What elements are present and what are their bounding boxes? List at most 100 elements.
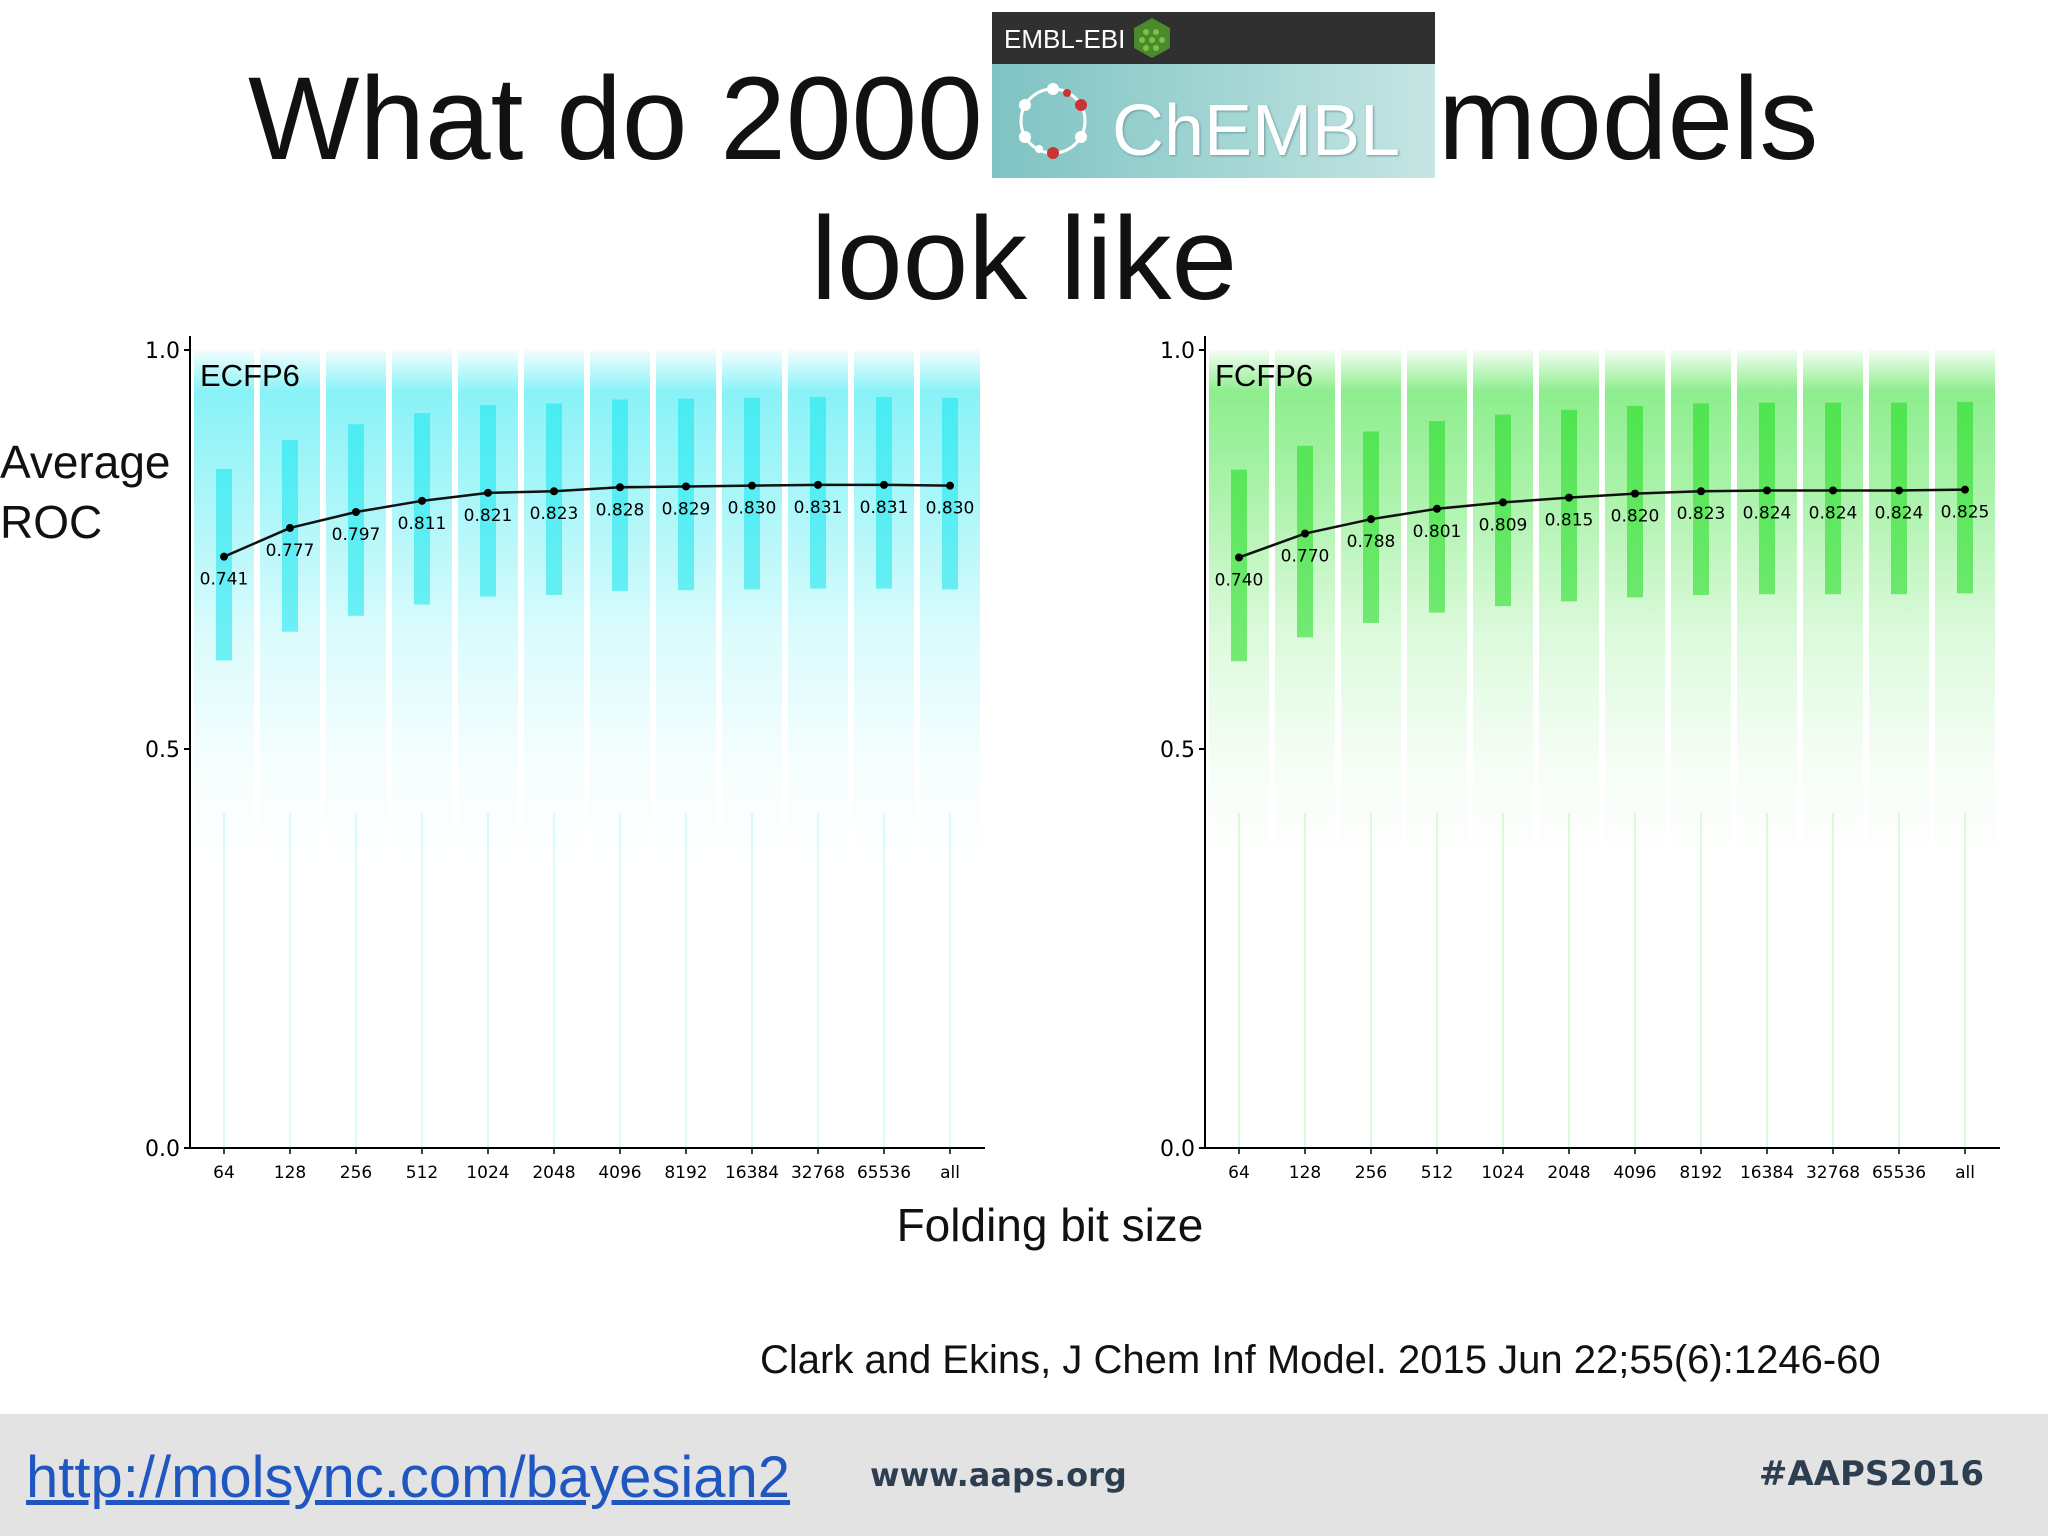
chart-fcfp6: 0.0 0.5 1.0 64 128 256 512 1024 2048 4096 8192 1638…: [1160, 336, 2000, 1183]
series-line: [223, 483, 951, 558]
x-axis-label: Folding bit size: [896, 1199, 1204, 1251]
x-tick-label: 512: [1421, 1163, 1453, 1183]
data-point: [286, 523, 294, 532]
footer-link[interactable]: http://molsync.com/bayesian2: [26, 1445, 791, 1510]
x-tick-label: 2048: [532, 1163, 575, 1183]
data-label: 0.831: [794, 498, 843, 518]
chembl-ring-icon: [1019, 83, 1087, 159]
data-label: 0.825: [1941, 503, 1990, 523]
data-point: [550, 487, 558, 496]
data-label: 0.824: [1743, 503, 1792, 523]
x-tick-label: 16384: [1740, 1163, 1794, 1183]
x-tick-label: 2048: [1547, 1163, 1590, 1183]
iqr-box: [1891, 402, 1907, 595]
chart-title: ECFP6: [200, 358, 300, 393]
footer-bar: http://molsync.com/bayesian2 www.aaps.or…: [0, 1414, 2048, 1536]
data-label: 0.740: [1215, 570, 1264, 590]
data-label: 0.741: [200, 570, 249, 590]
x-tick-label: 64: [213, 1163, 235, 1183]
data-point: [352, 507, 360, 516]
x-tick-label: 1024: [1481, 1163, 1524, 1183]
data-point: [682, 482, 690, 491]
iqr-box: [1627, 405, 1643, 598]
data-point: [1895, 486, 1903, 495]
data-point: [1301, 529, 1309, 538]
logo-body: ChEMBL: [992, 64, 1435, 178]
iqr-box: [1495, 414, 1511, 607]
x-tick-label: 32768: [1806, 1163, 1860, 1183]
iqr-box: [1429, 421, 1445, 613]
iqr-box: [1759, 402, 1775, 595]
data-label: 0.828: [596, 500, 645, 520]
iqr-box: [744, 397, 760, 590]
iqr-box: [1957, 401, 1973, 594]
iqr-box: [810, 397, 826, 589]
logo-bar-text: EMBL-EBI: [1004, 24, 1126, 54]
data-label: 0.777: [266, 541, 315, 561]
footer-site: www.aaps.org: [870, 1456, 1127, 1494]
iqr-box: [876, 397, 892, 589]
data-point: [1961, 485, 1969, 494]
title-line-2: look like: [810, 193, 1238, 325]
data-label: 0.809: [1479, 515, 1528, 535]
iqr-box: [1693, 403, 1709, 595]
x-tick-label: 65536: [857, 1163, 911, 1183]
iqr-box: [480, 405, 496, 597]
footer-hashtag: #AAPS2016: [1758, 1454, 1984, 1494]
iqr-box: [414, 413, 430, 605]
x-tick-label: 4096: [1613, 1163, 1656, 1183]
data-point: [814, 480, 822, 489]
data-point: [1235, 553, 1243, 562]
data-label: 0.830: [926, 499, 975, 519]
logo-bar: EMBL-EBI: [992, 12, 1435, 64]
iqr-box: [1561, 409, 1577, 602]
data-point: [748, 481, 756, 490]
y-tick-label: 0.0: [1160, 1137, 1195, 1162]
iqr-box: [612, 399, 628, 591]
data-point: [1499, 498, 1507, 507]
data-label: 0.831: [860, 498, 909, 518]
data-label: 0.811: [398, 514, 447, 534]
x-tick-label: 65536: [1872, 1163, 1926, 1183]
x-tick-label: 4096: [598, 1163, 641, 1183]
data-label: 0.823: [530, 504, 579, 524]
data-point: [1367, 515, 1375, 524]
chart-title: FCFP6: [1215, 358, 1313, 393]
data-point: [220, 552, 228, 561]
x-tick-label: 256: [340, 1163, 372, 1183]
x-tick-label: 8192: [1679, 1163, 1722, 1183]
data-label: 0.801: [1413, 522, 1462, 542]
data-label: 0.830: [728, 499, 777, 519]
data-label: 0.770: [1281, 547, 1330, 567]
iqr-box: [678, 398, 694, 591]
iqr-box: [216, 468, 232, 661]
x-tick-label: 1024: [466, 1163, 509, 1183]
iqr-box: [942, 397, 958, 590]
x-tick-label: 32768: [791, 1163, 845, 1183]
iqr-box: [1825, 402, 1841, 595]
data-point: [418, 496, 426, 505]
data-point: [1697, 487, 1705, 496]
data-label: 0.797: [332, 525, 381, 545]
iqr-box: [348, 424, 364, 616]
logo-name: ChEMBL: [1112, 91, 1401, 171]
data-point: [1763, 486, 1771, 495]
data-point: [616, 483, 624, 492]
data-label: 0.823: [1677, 504, 1726, 524]
data-point: [880, 480, 888, 489]
y-tick-label: 1.0: [1160, 339, 1195, 364]
x-tick-label: 128: [274, 1163, 306, 1183]
y-axis-label-line2: ROC: [0, 496, 103, 548]
iqr-box: [1363, 431, 1379, 623]
iqr-box: [546, 403, 562, 595]
title-text-right: models: [1438, 53, 1819, 185]
data-point: [1565, 493, 1573, 502]
data-point: [1631, 489, 1639, 498]
citation: Clark and Ekins, J Chem Inf Model. 2015 …: [760, 1338, 1881, 1382]
data-point: [1433, 504, 1441, 513]
x-tick-label: all: [940, 1163, 960, 1183]
data-label: 0.815: [1545, 511, 1594, 531]
x-tick-label: 256: [1355, 1163, 1387, 1183]
series-line: [1238, 488, 1966, 559]
x-tick-label: 64: [1228, 1163, 1250, 1183]
